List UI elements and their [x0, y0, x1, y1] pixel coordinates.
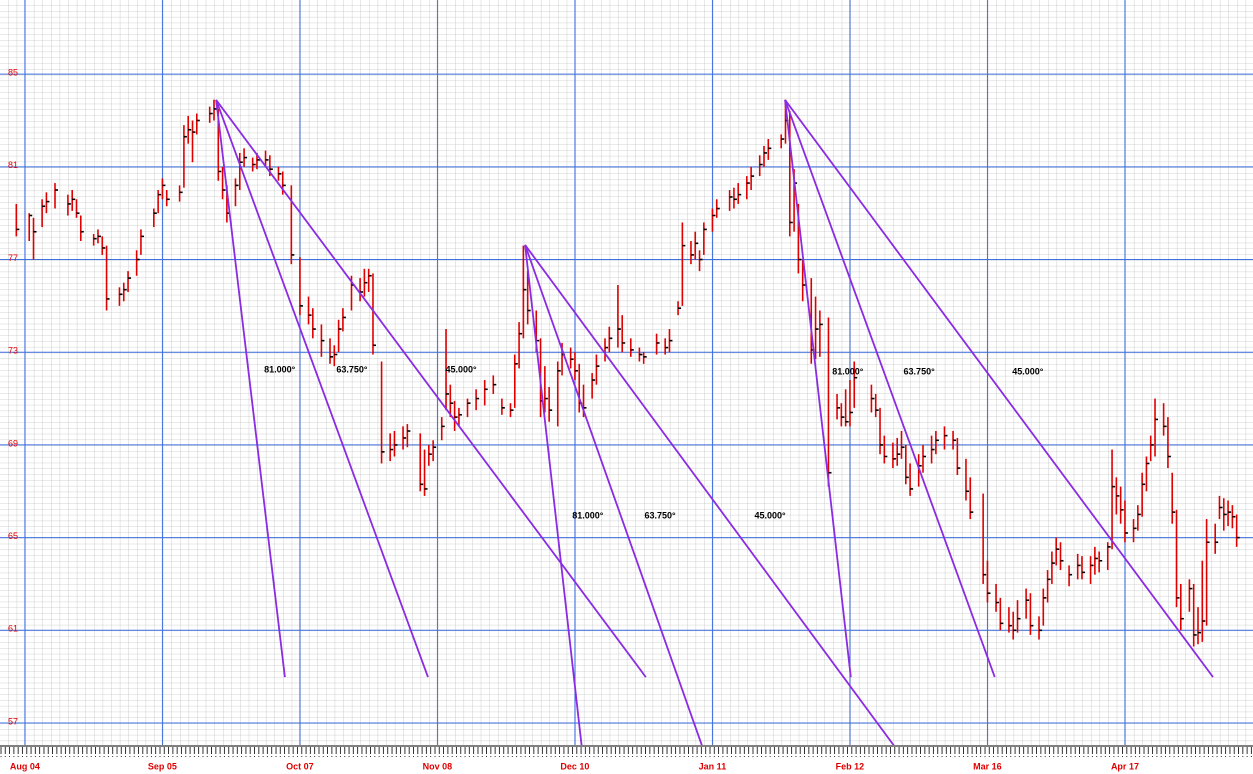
y-tick-label: 69	[8, 438, 18, 448]
fan-line	[215, 99, 647, 678]
minor-grid	[0, 0, 1253, 745]
x-tick-label: Dec 10	[560, 761, 589, 771]
x-tick-label: Jan 11	[699, 761, 727, 771]
fan-line	[784, 99, 996, 678]
x-tick-label: Oct 07	[286, 761, 314, 771]
fan-label: 81.000°	[832, 366, 864, 376]
fan-label: 81.000°	[572, 510, 604, 520]
y-tick-label: 65	[8, 531, 18, 541]
fan-line	[524, 244, 895, 745]
x-tick-label: Apr 17	[1111, 761, 1139, 771]
y-tick-label: 73	[8, 346, 18, 356]
x-tick-label: Feb 12	[836, 761, 865, 771]
fan-line	[524, 244, 583, 745]
y-tick-label: 81	[8, 160, 18, 170]
fan-line	[215, 99, 286, 678]
fan-label: 63.750°	[644, 510, 676, 520]
fan-line	[524, 244, 703, 745]
fan-label: 63.750°	[904, 366, 936, 376]
y-tick-label: 57	[8, 716, 18, 726]
fan-line	[215, 99, 429, 678]
fan-label: 81.000°	[264, 364, 296, 374]
x-tick-label: Sep 05	[148, 761, 177, 771]
fan-label: 45.000°	[1012, 366, 1044, 376]
x-tick-label: Mar 16	[973, 761, 1002, 771]
fan-line	[784, 99, 852, 678]
fan-label: 63.750°	[336, 364, 368, 374]
fan-label: 45.000°	[754, 510, 786, 520]
y-tick-label: 61	[8, 624, 18, 634]
x-tick-label: Aug 04	[10, 761, 40, 771]
fan-label: 45.000°	[445, 364, 477, 374]
y-tick-label: 77	[8, 253, 18, 263]
y-tick-label: 85	[8, 68, 18, 78]
x-tick-label: Nov 08	[423, 761, 453, 771]
fan-line	[784, 99, 1214, 678]
day-ticks	[0, 747, 1253, 757]
